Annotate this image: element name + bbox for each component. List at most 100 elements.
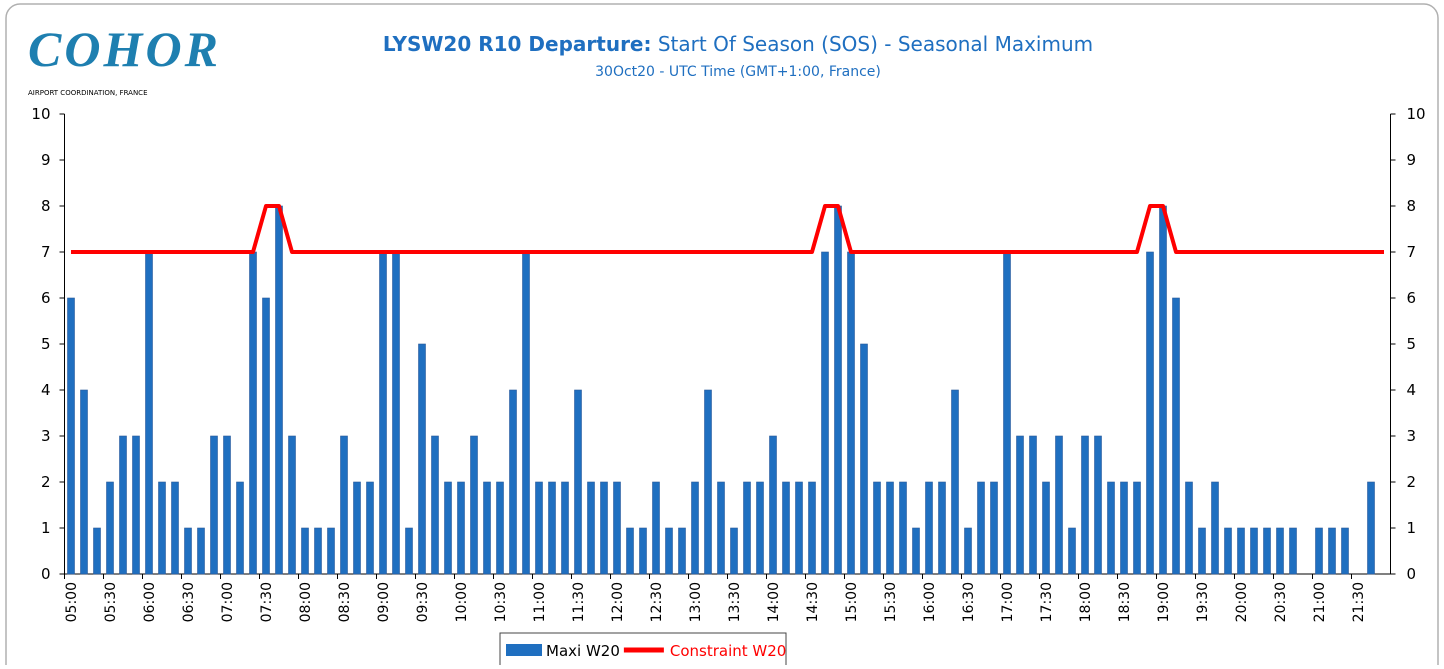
- bar: [678, 527, 686, 575]
- bar: [158, 481, 166, 575]
- bar: [80, 389, 88, 575]
- x-tick-label: 15:00: [844, 582, 860, 622]
- bar: [223, 435, 231, 575]
- x-tick-label: 20:00: [1234, 582, 1250, 622]
- bar: [1120, 481, 1128, 575]
- bar: [600, 481, 608, 575]
- bar: [847, 251, 855, 575]
- bar: [1055, 435, 1063, 575]
- bar: [405, 527, 413, 575]
- x-tick-label: 09:30: [415, 582, 431, 622]
- x-tick-label: 13:00: [688, 582, 704, 622]
- x-tick-label: 05:00: [64, 582, 80, 622]
- bar: [1081, 435, 1089, 575]
- bar: [457, 481, 465, 575]
- bar: [1068, 527, 1076, 575]
- bar: [1367, 481, 1375, 575]
- bar: [1341, 527, 1349, 575]
- legend-swatch: [506, 644, 542, 656]
- bar: [769, 435, 777, 575]
- x-tick-label: 17:00: [1000, 582, 1016, 622]
- bar: [93, 527, 101, 575]
- x-tick-label: 21:30: [1351, 582, 1367, 622]
- x-tick-label: 07:00: [220, 582, 236, 622]
- bar: [288, 435, 296, 575]
- bar: [1289, 527, 1297, 575]
- bar: [184, 527, 192, 575]
- x-tick-label: 19:30: [1195, 582, 1211, 622]
- bar: [639, 527, 647, 575]
- bar: [1016, 435, 1024, 575]
- y-tick-label: 8: [41, 197, 51, 215]
- x-tick-label: 18:00: [1078, 582, 1094, 622]
- y-tick-label: 1: [41, 519, 51, 537]
- bar: [1094, 435, 1102, 575]
- bar: [808, 481, 816, 575]
- y2-tick-label: 10: [1407, 105, 1426, 123]
- bar: [587, 481, 595, 575]
- bar: [821, 251, 829, 575]
- bar: [1107, 481, 1115, 575]
- bar: [67, 297, 75, 575]
- bar: [340, 435, 348, 575]
- bar: [236, 481, 244, 575]
- y-tick-label: 5: [41, 335, 51, 353]
- y-tick-label: 3: [41, 427, 51, 445]
- bar: [1185, 481, 1193, 575]
- bar: [1250, 527, 1258, 575]
- bar: [1211, 481, 1219, 575]
- bar: [743, 481, 751, 575]
- y2-tick-label: 7: [1407, 243, 1417, 261]
- bar: [483, 481, 491, 575]
- y2-tick-label: 8: [1407, 197, 1417, 215]
- y-tick-label: 7: [41, 243, 51, 261]
- y2-tick-label: 9: [1407, 151, 1417, 169]
- x-tick-label: 21:00: [1312, 582, 1328, 622]
- y2-tick-label: 0: [1407, 565, 1417, 583]
- bar: [249, 251, 257, 575]
- bar: [782, 481, 790, 575]
- bar: [756, 481, 764, 575]
- constraint-line: [71, 204, 1384, 254]
- bar: [301, 527, 309, 575]
- bar: [665, 527, 673, 575]
- bar: [1042, 481, 1050, 575]
- bar: [535, 481, 543, 575]
- bar: [171, 481, 179, 575]
- bar: [977, 481, 985, 575]
- y-tick-label: 4: [41, 381, 51, 399]
- y2-tick-label: 2: [1407, 473, 1417, 491]
- chart-title: LYSW20 R10 Departure: Start Of Season (S…: [383, 32, 1093, 56]
- legend: Maxi W20 Constraint W20: [499, 632, 787, 669]
- bar: [1237, 527, 1245, 575]
- bar: [1029, 435, 1037, 575]
- bar: [873, 481, 881, 575]
- bar: [704, 389, 712, 575]
- bar: [548, 481, 556, 575]
- x-tick-label: 09:00: [376, 582, 392, 622]
- x-tick-label: 18:30: [1117, 582, 1133, 622]
- bar: [1003, 251, 1011, 575]
- y-tick-label: 9: [41, 151, 51, 169]
- y2-tick-label: 3: [1407, 427, 1417, 445]
- x-tick-label: 08:30: [337, 582, 353, 622]
- bar: [691, 481, 699, 575]
- bar: [431, 435, 439, 575]
- legend-label: Constraint W20: [670, 642, 786, 660]
- bar: [1328, 527, 1336, 575]
- x-tick-label: 10:30: [493, 582, 509, 622]
- x-tick-label: 05:30: [103, 582, 119, 622]
- x-tick-label: 14:00: [766, 582, 782, 622]
- x-tick-label: 16:00: [922, 582, 938, 622]
- bar: [613, 481, 621, 575]
- bar: [327, 527, 335, 575]
- bar: [964, 527, 972, 575]
- y2-tick-label: 6: [1407, 289, 1417, 307]
- bar: [1224, 527, 1232, 575]
- bar: [938, 481, 946, 575]
- bar: [1133, 481, 1141, 575]
- bar: [574, 389, 582, 575]
- bar: [717, 481, 725, 575]
- x-tick-label: 12:00: [610, 582, 626, 622]
- bar: [353, 481, 361, 575]
